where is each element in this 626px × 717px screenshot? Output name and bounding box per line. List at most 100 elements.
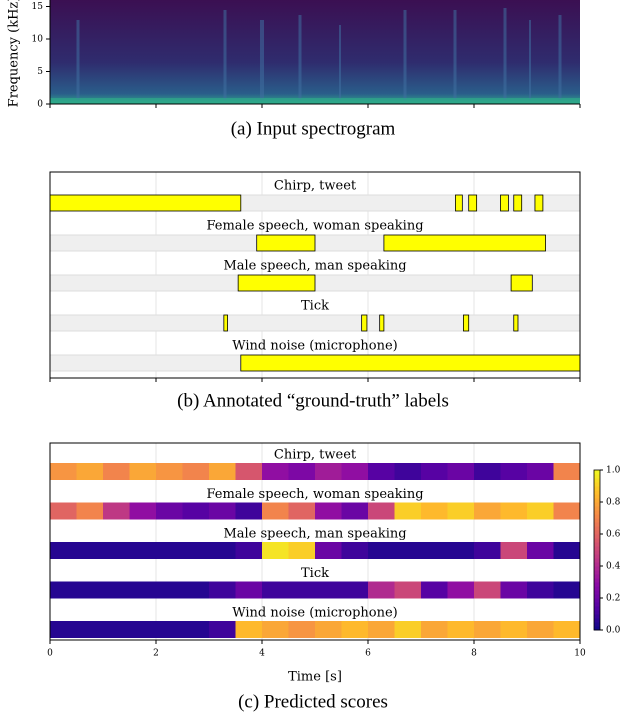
colorbar-tick-label: 0.0 — [606, 626, 621, 636]
y-tick-label: 10 — [32, 35, 44, 45]
colorbar-step — [594, 514, 600, 519]
colorbar-step — [594, 538, 600, 543]
segment — [463, 315, 468, 331]
score-cell — [289, 542, 316, 559]
score-cell — [209, 542, 236, 559]
score-cell — [421, 503, 448, 520]
spectrogram-image — [50, 0, 580, 104]
colorbar-step — [594, 570, 600, 575]
score-cell — [368, 582, 395, 599]
colorbar-step — [594, 578, 600, 583]
score-cell — [474, 582, 501, 599]
colorbar-step — [594, 554, 600, 559]
colorbar-step — [594, 486, 600, 491]
score-cell — [156, 621, 183, 638]
colorbar-tick-label: 0.8 — [606, 498, 621, 508]
score-cell — [50, 582, 77, 599]
colorbar-step — [594, 478, 600, 483]
colorbar-step — [594, 610, 600, 615]
score-cell — [236, 542, 263, 559]
score-cell — [395, 621, 422, 638]
score-cell — [77, 582, 104, 599]
score-cell — [50, 463, 77, 480]
score-cell — [527, 621, 554, 638]
segment — [455, 195, 462, 211]
segment — [384, 235, 546, 251]
colorbar-tick-label: 0.2 — [606, 594, 620, 604]
score-cell — [501, 542, 528, 559]
segment — [501, 195, 509, 211]
figure: 051015Frequency (kHz)(a) Input spectrogr… — [0, 0, 626, 717]
score-cell — [368, 503, 395, 520]
x-tick-label: 8 — [471, 649, 477, 659]
score-cell — [421, 542, 448, 559]
score-cell — [554, 621, 581, 638]
score-cell — [156, 542, 183, 559]
class-label: Male speech, man speaking — [223, 527, 406, 542]
score-cell — [236, 621, 263, 638]
colorbar-step — [594, 562, 600, 567]
score-cell — [262, 542, 289, 559]
score-cell — [554, 463, 581, 480]
score-cell — [130, 542, 157, 559]
x-tick-label: 2 — [153, 649, 159, 659]
score-cell — [501, 582, 528, 599]
score-cell — [527, 503, 554, 520]
score-cell — [501, 463, 528, 480]
score-cell — [289, 621, 316, 638]
colorbar-step — [594, 622, 600, 627]
segment — [535, 195, 543, 211]
score-cell — [421, 621, 448, 638]
colorbar-step — [594, 482, 600, 487]
colorbar-step — [594, 522, 600, 527]
x-tick-label: 6 — [365, 649, 371, 659]
class-label: Tick — [301, 299, 329, 314]
colorbar-step — [594, 526, 600, 531]
colorbar-step — [594, 510, 600, 515]
score-cell — [421, 582, 448, 599]
score-cell — [342, 542, 369, 559]
class-label: Wind noise (microphone) — [232, 606, 398, 621]
colorbar-step — [594, 606, 600, 611]
score-cell — [289, 582, 316, 599]
score-cell — [50, 542, 77, 559]
colorbar-step — [594, 598, 600, 603]
colorbar-step — [594, 494, 600, 499]
x-tick-label: 10 — [574, 649, 586, 659]
colorbar-step — [594, 566, 600, 571]
score-cell — [395, 542, 422, 559]
y-tick-label: 0 — [37, 100, 43, 110]
colorbar-step — [594, 586, 600, 591]
score-cell — [236, 503, 263, 520]
score-cell — [77, 503, 104, 520]
score-cell — [262, 463, 289, 480]
score-cell — [474, 542, 501, 559]
class-label: Chirp, tweet — [274, 448, 357, 463]
y-axis-label: Frequency (kHz) — [7, 0, 22, 107]
colorbar-step — [594, 550, 600, 555]
score-cell — [315, 463, 342, 480]
segment — [511, 275, 532, 291]
score-cell — [448, 621, 475, 638]
score-cell — [130, 621, 157, 638]
score-cell — [183, 542, 210, 559]
score-cell — [209, 621, 236, 638]
score-cell — [289, 463, 316, 480]
segment — [514, 195, 522, 211]
score-cell — [262, 621, 289, 638]
score-cell — [315, 503, 342, 520]
score-cell — [527, 463, 554, 480]
score-cell — [527, 542, 554, 559]
score-cell — [448, 542, 475, 559]
score-cell — [289, 503, 316, 520]
score-cell — [501, 503, 528, 520]
x-axis-label: Time [s] — [288, 670, 342, 685]
segment — [238, 275, 315, 291]
score-cell — [501, 621, 528, 638]
colorbar-step — [594, 574, 600, 579]
score-cell — [130, 463, 157, 480]
segment — [362, 315, 367, 331]
y-tick-label: 5 — [37, 67, 43, 77]
score-cell — [236, 582, 263, 599]
score-cell — [156, 503, 183, 520]
